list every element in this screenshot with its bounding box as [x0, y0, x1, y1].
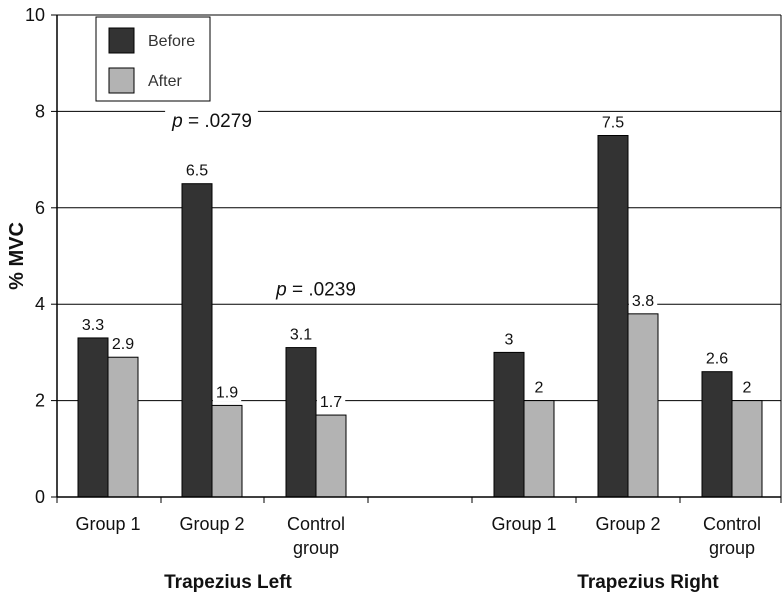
data-label: 3.1 — [290, 327, 312, 344]
bar-before — [285, 347, 317, 498]
y-tick-label: 10 — [25, 5, 45, 25]
label-background — [212, 384, 242, 402]
bar-before — [77, 337, 109, 498]
y-tick-label: 6 — [35, 198, 45, 218]
y-axis-title: % MVC — [6, 222, 28, 290]
data-label: 7.5 — [602, 115, 624, 132]
bar-after — [211, 404, 243, 498]
bar-before — [493, 351, 525, 498]
bar-before — [597, 135, 629, 498]
label-background — [78, 316, 108, 334]
category-label: Group 2 — [595, 514, 660, 534]
bar-before — [181, 183, 213, 498]
label-background — [531, 379, 547, 397]
axes: 0 2 4 6 8 10 % MVC — [6, 5, 782, 507]
label-background — [286, 326, 316, 344]
annotation-background — [165, 109, 258, 135]
data-label: 1.9 — [216, 384, 238, 401]
legend-label-before: Before — [148, 33, 195, 50]
category-label: Group 1 — [75, 514, 140, 534]
label-background — [182, 162, 212, 180]
bar-after — [315, 414, 347, 498]
bars — [77, 135, 763, 498]
group-label: Trapezius Right — [577, 572, 719, 593]
bar-after — [731, 400, 763, 498]
y-tick-label: 0 — [35, 487, 45, 507]
category-label: Control group — [703, 514, 761, 558]
p-value-annotation: p = .0239 — [275, 280, 356, 301]
bar-before — [701, 371, 733, 498]
category-label: Group 1 — [491, 514, 556, 534]
label-background — [702, 350, 732, 368]
y-tick-label: 4 — [35, 294, 45, 314]
data-label: 3.3 — [82, 317, 104, 334]
data-label: 2.6 — [706, 351, 728, 368]
labels: 3.3 6.5 3.1 3 7.5 2.6 2.9 1.9 1.7 2 3.8 2 Group 1 Gro… — [75, 109, 761, 593]
data-label: 2 — [535, 380, 544, 397]
label-background — [501, 331, 517, 349]
legend-swatch-after — [108, 67, 135, 94]
data-label: 2.9 — [112, 336, 134, 353]
bar-after — [627, 313, 659, 498]
data-label: 3.8 — [632, 293, 654, 310]
category-label: Group 2 — [179, 514, 244, 534]
legend-swatch-before — [108, 27, 135, 54]
annotation-background — [269, 277, 362, 303]
legend: Before After — [95, 16, 211, 102]
bar-after — [523, 400, 555, 498]
data-label: 6.5 — [186, 163, 208, 180]
p-value-annotation: p = .0279 — [171, 111, 252, 132]
y-tick-label: 2 — [35, 391, 45, 411]
data-label: 1.7 — [320, 394, 342, 411]
category-label: Control group — [287, 514, 345, 558]
label-background — [598, 114, 628, 132]
label-background — [628, 292, 658, 310]
label-background — [316, 394, 346, 412]
label-background — [739, 379, 755, 397]
y-tick-label: 8 — [35, 101, 45, 121]
data-label: 3 — [505, 331, 514, 348]
data-label: 2 — [743, 380, 752, 397]
legend-label-after: After — [148, 73, 182, 90]
bar-after — [107, 356, 139, 498]
label-background — [108, 336, 138, 354]
group-label: Trapezius Left — [164, 572, 292, 593]
